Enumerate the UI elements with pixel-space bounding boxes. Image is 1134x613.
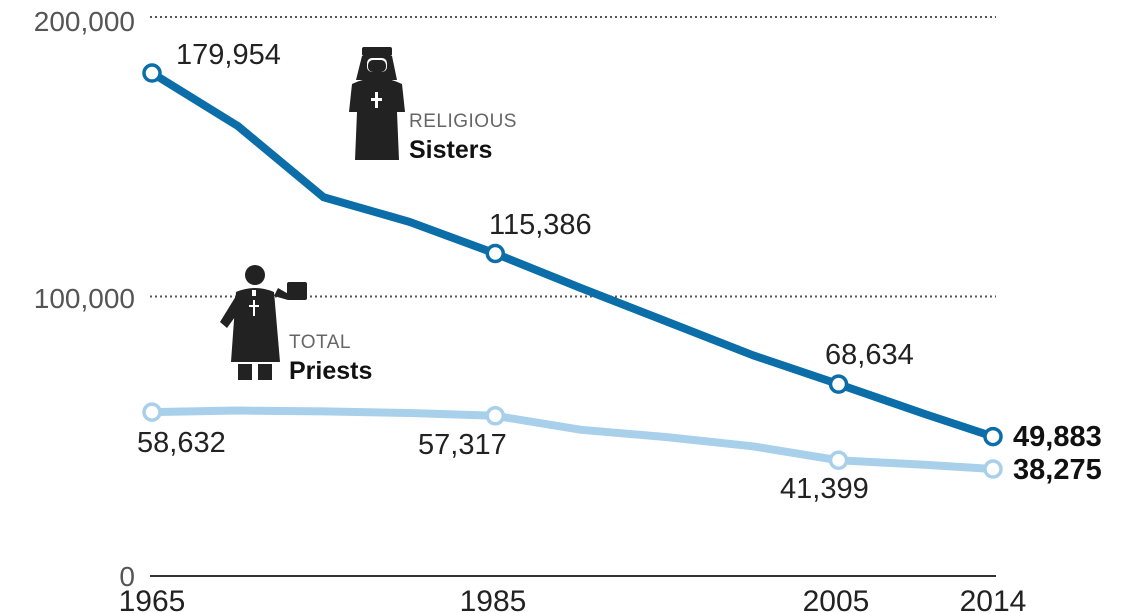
sisters-point-1965	[142, 63, 162, 83]
priest-icon	[220, 265, 307, 380]
priests-caption-big: Priests	[289, 357, 372, 385]
priests-label-2014: 38,275	[1013, 454, 1102, 486]
priests-label-1965: 58,632	[137, 427, 226, 459]
priests-caption-small: TOTAL	[289, 332, 351, 353]
sisters-point-2005	[828, 374, 849, 394]
x-tick-label-1985: 1985	[460, 585, 527, 613]
priests-line	[148, 406, 997, 474]
y-tick-label-0: 0	[119, 561, 135, 592]
sisters-caption-big: Sisters	[409, 136, 492, 164]
priests-label-1985: 57,317	[418, 429, 507, 461]
sisters-line	[148, 69, 997, 441]
x-tick-label-1965: 1965	[119, 585, 186, 613]
x-tick-label-2014: 2014	[960, 585, 1027, 613]
y-tick-label-200000: 200,000	[34, 6, 135, 37]
sisters-point-1985	[485, 243, 506, 264]
sisters-label-1965: 179,954	[176, 39, 281, 71]
x-tick-labels: 1965 1985 2005 2014	[119, 585, 1027, 613]
priests-label-2005: 41,399	[780, 473, 869, 505]
priests-point-2014	[983, 459, 1003, 479]
data-labels: 179,954 115,386 68,634 49,883 58,632 57,…	[137, 39, 1102, 505]
sisters-point-2014	[983, 426, 1003, 447]
priests-point-2005	[828, 450, 849, 471]
sisters-label-1985: 115,386	[489, 209, 592, 241]
series-layer	[142, 63, 1003, 479]
sisters-caption: RELIGIOUS Sisters	[409, 111, 517, 164]
x-tick-label-2005: 2005	[803, 585, 870, 613]
priests-caption: TOTAL Priests	[289, 332, 372, 385]
sisters-caption-small: RELIGIOUS	[409, 111, 517, 132]
nun-icon	[349, 47, 405, 160]
priests-point-1965	[142, 402, 162, 422]
y-tick-labels: 0 100,000 200,000	[34, 6, 135, 592]
y-tick-label-100000: 100,000	[34, 283, 135, 314]
sisters-label-2014: 49,883	[1013, 421, 1102, 453]
sisters-label-2005: 68,634	[825, 339, 914, 371]
priests-point-1985	[485, 406, 506, 426]
